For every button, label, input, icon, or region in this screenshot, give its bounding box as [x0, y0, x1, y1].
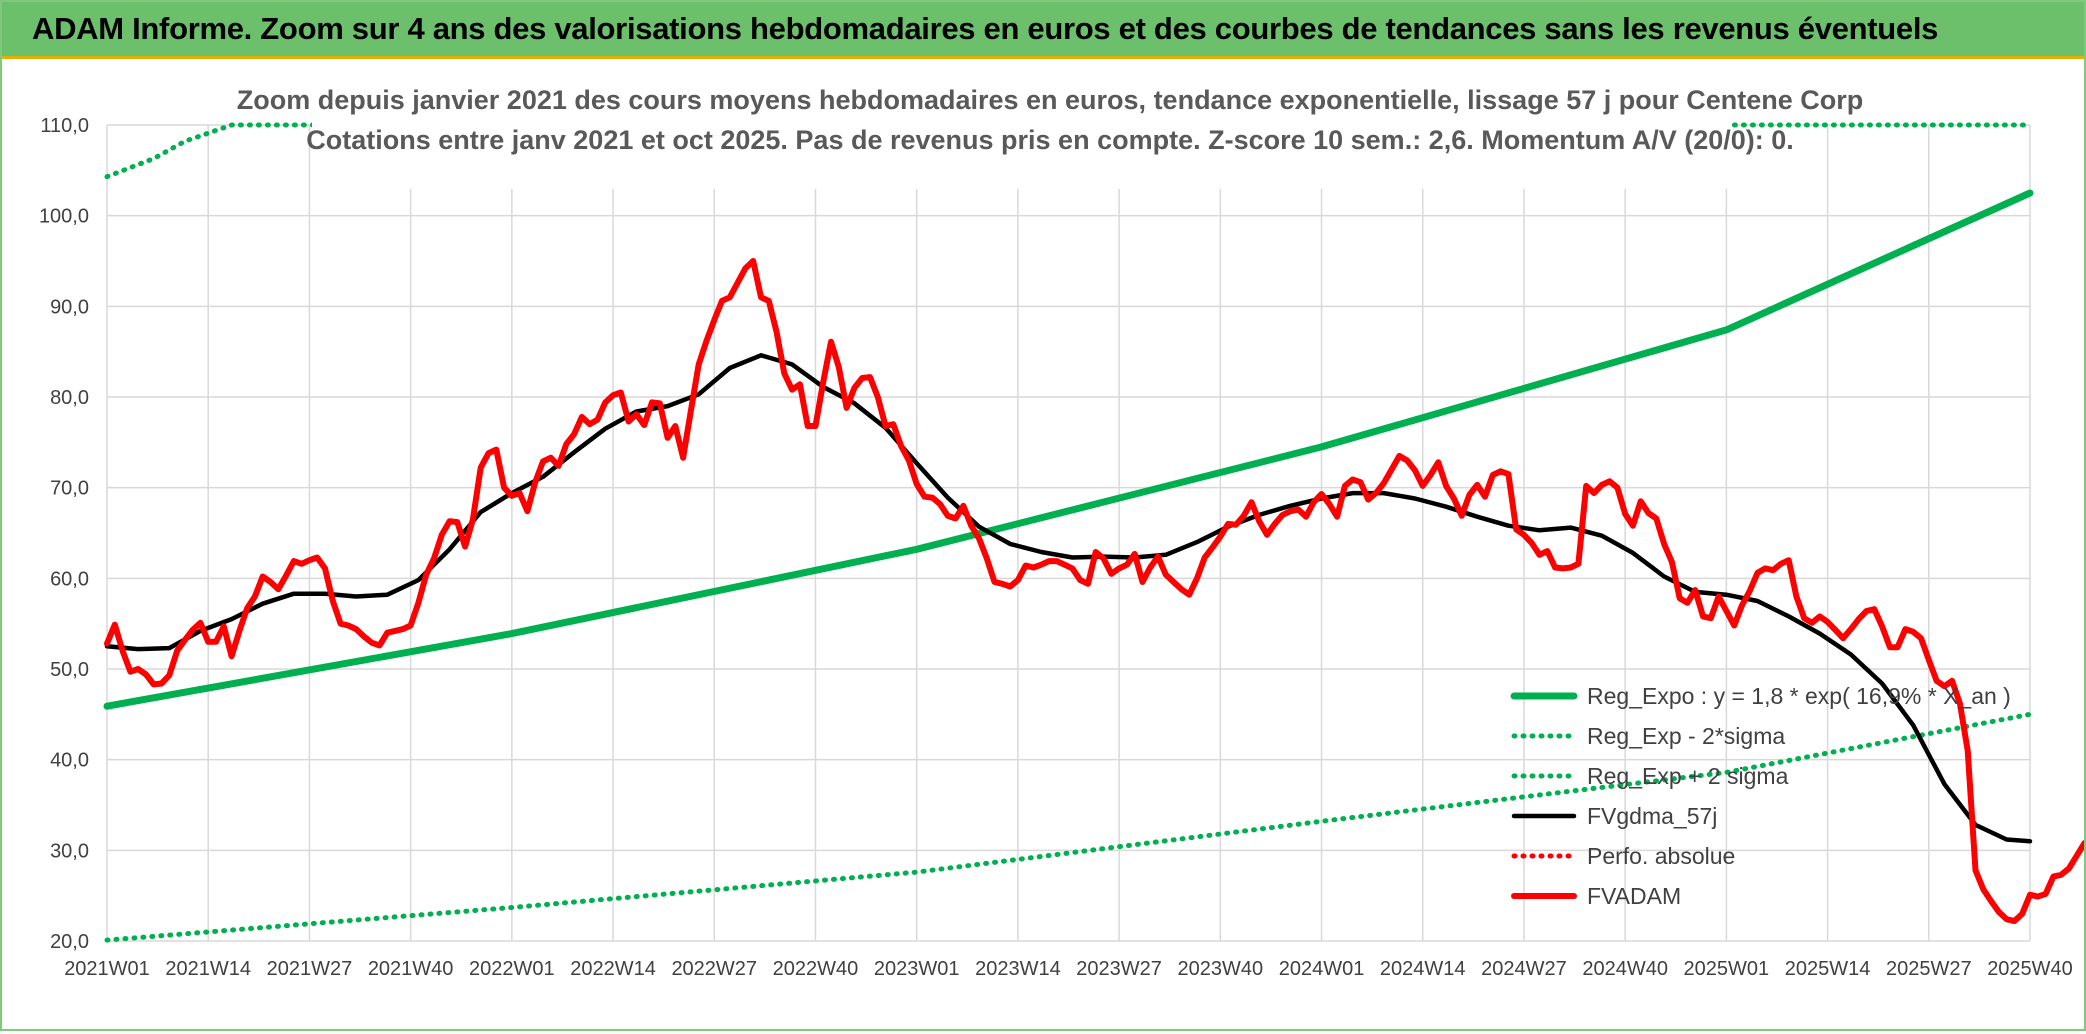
legend-label: FVADAM	[1587, 883, 1681, 909]
header-banner: ADAM Informe. Zoom sur 4 ans des valoris…	[2, 2, 2084, 59]
x-tick-label: 2022W40	[773, 958, 859, 980]
x-tick-label: 2021W27	[267, 958, 353, 980]
y-tick-label: 30,0	[50, 840, 89, 862]
legend-label: Reg_Expo : y = 1,8 * exp( 16,9% * X_an )	[1587, 683, 2011, 709]
y-tick-label: 110,0	[40, 115, 89, 137]
x-tick-label: 2025W14	[1785, 958, 1871, 980]
x-tick-label: 2023W14	[975, 958, 1061, 980]
y-tick-label: 80,0	[50, 387, 89, 409]
y-tick-label: 90,0	[50, 296, 89, 318]
y-tick-label: 40,0	[50, 750, 89, 772]
x-tick-label: 2024W40	[1582, 958, 1668, 980]
x-tick-label: 2023W40	[1178, 958, 1264, 980]
chart-subtitle: Cotations entre janv 2021 et oct 2025. P…	[306, 125, 1794, 155]
series-line-reg-expo-y-1-8-exp-16-9-x-an	[103, 189, 2034, 710]
y-tick-label: 60,0	[50, 568, 89, 590]
x-tick-label: 2023W27	[1076, 958, 1162, 980]
legend-label: Reg_Exp + 2 sigma	[1587, 763, 1789, 789]
x-tick-label: 2021W40	[368, 958, 454, 980]
series-line-reg-exp-2-sigma	[104, 122, 2033, 180]
x-tick-label: 2025W01	[1684, 958, 1770, 980]
banner-title: ADAM Informe. Zoom sur 4 ans des valoris…	[32, 11, 1939, 46]
line-chart: 20,0 30,0 40,0 50,0 60,0 70,0 80,0 90,0 100,0 110…	[39, 77, 2086, 980]
title-backdrop	[312, 77, 1732, 189]
x-tick-label: 2022W01	[469, 958, 555, 980]
x-tick-label: 2021W01	[64, 958, 150, 980]
x-axis: 2021W01 2021W14 2021W27 2021W40 2022W01 2022W…	[64, 958, 2073, 980]
chart-title: Zoom depuis janvier 2021 des cours moyen…	[237, 85, 1864, 115]
x-tick-label: 2024W14	[1380, 958, 1466, 980]
y-axis: 20,0 30,0 40,0 50,0 60,0 70,0 80,0 90,0 100,0 110…	[39, 115, 89, 953]
x-tick-label: 2022W27	[671, 958, 757, 980]
y-tick-label: 50,0	[50, 659, 89, 681]
x-tick-label: 2024W27	[1481, 958, 1567, 980]
y-tick-label: 20,0	[50, 931, 89, 953]
gridlines	[106, 124, 2031, 942]
x-tick-label: 2021W14	[165, 958, 251, 980]
legend-label: Perfo. absolue	[1587, 843, 1735, 869]
series-line-reg-exp-2-sigma	[104, 711, 2033, 943]
chart-area: 20,0 30,0 40,0 50,0 60,0 70,0 80,0 90,0 100,0 110…	[2, 59, 2086, 1029]
x-tick-label: 2025W27	[1886, 958, 1972, 980]
x-tick-label: 2024W01	[1279, 958, 1365, 980]
series-layer	[103, 122, 2086, 943]
legend-label: Reg_Exp - 2*sigma	[1587, 723, 1785, 749]
x-tick-label: 2023W01	[874, 958, 960, 980]
x-tick-label: 2025W40	[1987, 958, 2073, 980]
series-line-fvadam	[104, 258, 2086, 925]
legend: Reg_Expo : y = 1,8 * exp( 16,9% * X_an )…	[1510, 683, 2011, 909]
y-tick-label: 70,0	[50, 478, 89, 500]
x-tick-label: 2022W14	[570, 958, 656, 980]
legend-label: FVgdma_57j	[1587, 803, 1717, 829]
y-tick-label: 100,0	[39, 206, 89, 228]
